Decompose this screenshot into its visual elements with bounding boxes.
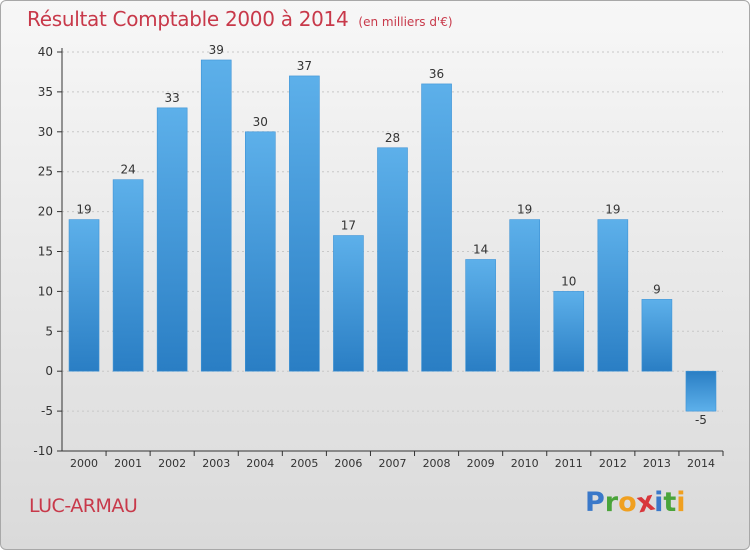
x-tick-label: 2000 (70, 457, 98, 470)
bar[interactable] (200, 59, 232, 372)
logo-letter: r (604, 487, 619, 518)
y-tick-label: 35 (38, 85, 53, 99)
bar[interactable] (553, 291, 585, 372)
data-label: 28 (385, 131, 400, 145)
y-tick-label: -10 (33, 444, 53, 458)
y-tick-label: 20 (38, 205, 53, 219)
data-label: 9 (653, 282, 661, 296)
x-tick-label: 2001 (114, 457, 142, 470)
y-tick-label: 25 (38, 165, 53, 179)
chart-title: Résultat Comptable 2000 à 2014 (27, 7, 349, 31)
bar[interactable] (112, 179, 144, 372)
bar[interactable] (377, 147, 408, 372)
chart-title-block: Résultat Comptable 2000 à 2014 (en millie… (27, 7, 453, 31)
bar[interactable] (465, 259, 496, 372)
x-tick-label: 2004 (246, 457, 274, 470)
bar[interactable] (421, 83, 452, 372)
y-tick-label: 10 (38, 284, 53, 298)
logo-letter: P (585, 487, 605, 518)
data-label: 10 (561, 274, 576, 288)
logo-letter: i (676, 487, 686, 518)
x-tick-label: 2012 (599, 457, 627, 470)
bar[interactable] (68, 219, 100, 372)
x-tick-label: 2005 (290, 457, 318, 470)
logo-letter: i (654, 487, 664, 518)
data-label: 14 (473, 242, 488, 256)
data-label: 30 (253, 115, 268, 129)
data-label: 19 (517, 203, 532, 217)
y-tick-label: 5 (45, 324, 53, 338)
bar[interactable] (597, 219, 629, 372)
x-tick-label: 2010 (511, 457, 539, 470)
bar[interactable] (289, 75, 320, 372)
data-label: 39 (209, 43, 224, 57)
y-tick-label: -5 (41, 404, 53, 418)
bar[interactable] (333, 235, 364, 372)
x-tick-label: 2013 (643, 457, 671, 470)
logo-letter: o (618, 487, 637, 518)
proxiti-logo[interactable]: Proxiti (585, 486, 686, 520)
data-label: 37 (297, 59, 312, 73)
data-label: 24 (120, 163, 135, 177)
data-label: 19 (76, 203, 91, 217)
unit-note: (en milliers d'€) (358, 15, 453, 29)
data-label: 33 (165, 91, 180, 105)
x-tick-label: 2014 (687, 457, 715, 470)
bar[interactable] (156, 107, 188, 372)
data-label: 36 (429, 67, 444, 81)
y-tick-label: 15 (38, 245, 53, 259)
y-tick-label: 30 (38, 125, 53, 139)
bar[interactable] (685, 370, 717, 412)
data-label: -5 (695, 413, 707, 427)
city-name: LUC-ARMAU (29, 495, 138, 517)
y-tick-label: 0 (45, 364, 53, 378)
x-tick-label: 2006 (334, 457, 362, 470)
logo-letter: t (663, 487, 677, 518)
x-tick-label: 2011 (555, 457, 583, 470)
bar[interactable] (245, 131, 276, 372)
x-tick-label: 2007 (379, 457, 407, 470)
x-tick-label: 2009 (467, 457, 495, 470)
bar[interactable] (641, 299, 673, 372)
data-label: 19 (605, 203, 620, 217)
x-tick-label: 2002 (158, 457, 186, 470)
y-tick-label: 40 (38, 45, 53, 59)
bar[interactable] (509, 219, 541, 372)
x-tick-label: 2008 (423, 457, 451, 470)
data-label: 17 (341, 219, 356, 233)
x-tick-label: 2003 (202, 457, 230, 470)
